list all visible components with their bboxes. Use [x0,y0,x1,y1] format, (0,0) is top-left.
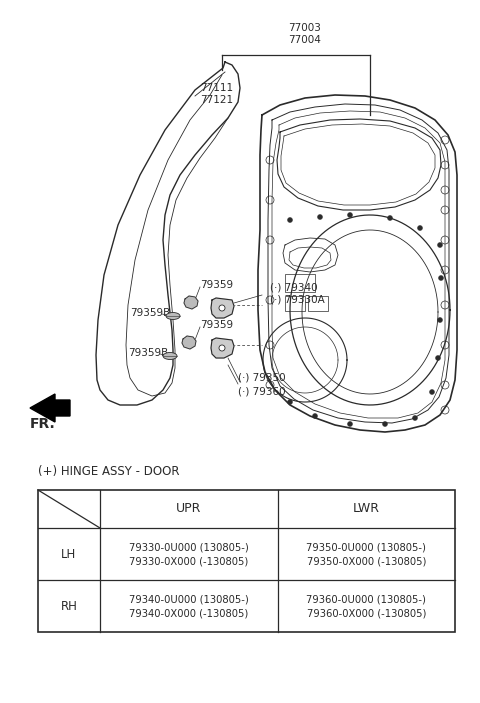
Circle shape [418,226,422,231]
Polygon shape [30,394,70,422]
Polygon shape [211,298,234,318]
Ellipse shape [163,352,177,359]
Text: 79360-0U000 (130805-)
79360-0X000 (-130805): 79360-0U000 (130805-) 79360-0X000 (-1308… [306,594,426,618]
Text: 79359: 79359 [200,320,233,330]
Text: 77004: 77004 [288,35,322,45]
Circle shape [439,276,444,280]
Text: RH: RH [60,600,77,612]
Bar [285,296,305,311]
Circle shape [437,318,443,323]
Text: 77003: 77003 [288,23,322,33]
Circle shape [288,399,292,404]
Text: 79330-0U000 (130805-)
79330-0X000 (-130805): 79330-0U000 (130805-) 79330-0X000 (-1308… [129,542,249,566]
Circle shape [288,217,292,223]
Text: (·) 79340: (·) 79340 [270,283,318,293]
Text: 79350-0U000 (130805-)
79350-0X000 (-130805): 79350-0U000 (130805-) 79350-0X000 (-1308… [306,542,426,566]
Text: (·) 79350: (·) 79350 [238,373,286,383]
Circle shape [312,413,317,418]
Text: 79359: 79359 [200,280,233,290]
Circle shape [219,345,225,351]
Bar [285,274,315,292]
Circle shape [348,212,352,217]
Circle shape [437,243,443,247]
Polygon shape [182,336,196,349]
Text: FR.: FR. [30,417,56,431]
Polygon shape [184,296,198,309]
Text: (·) 79330A: (·) 79330A [270,295,325,305]
Text: LH: LH [61,548,77,560]
Circle shape [317,214,323,219]
Text: (·) 79360: (·) 79360 [238,386,286,396]
Circle shape [348,422,352,427]
Text: 79340-0U000 (130805-)
79340-0X000 (-130805): 79340-0U000 (130805-) 79340-0X000 (-1308… [129,594,249,618]
Circle shape [430,389,434,394]
Text: 79359B: 79359B [128,348,168,358]
Polygon shape [211,338,234,358]
Circle shape [219,305,225,311]
Ellipse shape [166,313,180,319]
Circle shape [383,422,387,427]
Circle shape [412,415,418,420]
Text: 77121: 77121 [200,95,233,105]
Circle shape [387,216,393,221]
Text: UPR: UPR [176,503,202,515]
Text: 77111: 77111 [200,83,233,93]
Text: 79359B: 79359B [130,308,170,318]
Text: LWR: LWR [353,503,380,515]
Circle shape [435,356,441,361]
Text: (+) HINGE ASSY - DOOR: (+) HINGE ASSY - DOOR [38,465,180,479]
Bar [38,490,455,632]
Bar [308,296,328,311]
